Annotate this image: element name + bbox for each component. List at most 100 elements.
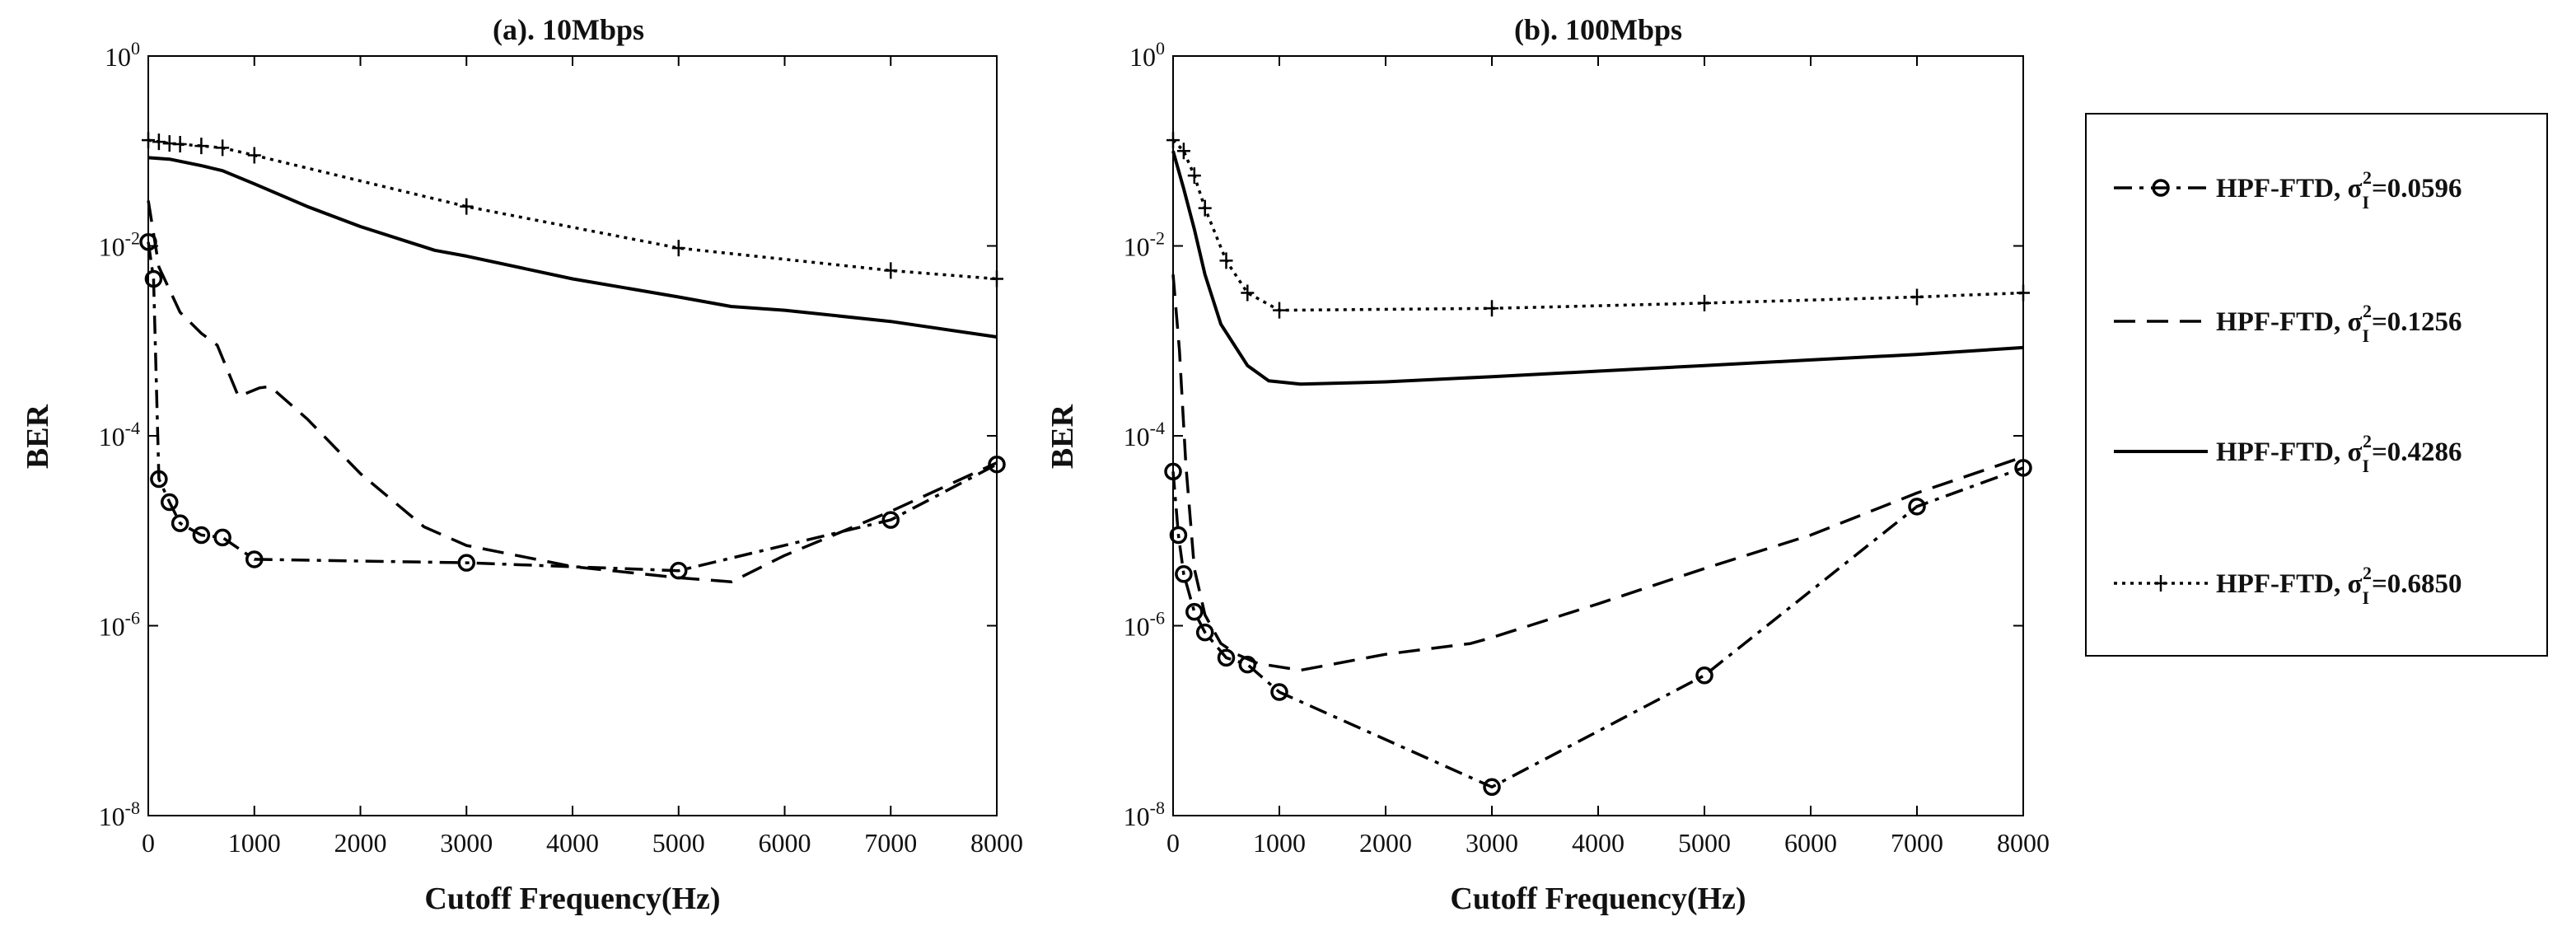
panel-a-chart: (a). 10Mbps 0 1000 2000 3000 4000 5000 6000 700… bbox=[21, 13, 1023, 916]
legend-label-superscript: 2 bbox=[2363, 563, 2372, 583]
series-line bbox=[147, 138, 998, 281]
circle-marker bbox=[150, 470, 168, 489]
plus-marker bbox=[990, 270, 1003, 288]
y-tick-label: 10-6 bbox=[1124, 608, 1165, 642]
legend-entry: HPF-FTD, σI 2=0.6850 bbox=[2114, 563, 2462, 608]
legend-label-superscript: 2 bbox=[2363, 301, 2372, 321]
y-tick-exponent: -2 bbox=[1150, 228, 1165, 249]
y-tick-base: 10 bbox=[1124, 802, 1150, 831]
series-dotted-plus bbox=[142, 132, 1003, 288]
x-tick-label: 6000 bbox=[759, 828, 811, 858]
y-tick-exponent: 0 bbox=[131, 38, 140, 58]
x-tick-label: 5000 bbox=[1678, 828, 1731, 858]
legend-label-prefix: HPF-FTD, σ bbox=[2216, 437, 2362, 467]
x-tick-label: 8000 bbox=[1997, 828, 2050, 858]
series-dashdot-circle bbox=[139, 232, 1006, 580]
y-tick-exponent: -2 bbox=[125, 228, 140, 249]
series-line bbox=[1171, 466, 2024, 789]
circle-marker bbox=[144, 269, 163, 288]
series-line bbox=[147, 200, 998, 583]
y-tick-base: 10 bbox=[99, 612, 125, 642]
y-tick-label: 10-2 bbox=[99, 228, 140, 262]
legend-circle-marker bbox=[2152, 179, 2170, 197]
legend-entry: HPF-FTD, σI 2=0.0596 bbox=[2114, 167, 2462, 213]
legend-label-subscript: I bbox=[2362, 192, 2369, 213]
y-tick-label: 10-2 bbox=[1124, 228, 1165, 262]
y-tick-base: 10 bbox=[1124, 422, 1150, 451]
circle-marker bbox=[1169, 526, 1188, 545]
x-tick-label: 0 bbox=[142, 828, 155, 858]
x-tick-label: 1000 bbox=[228, 828, 281, 858]
x-tick-label: 3000 bbox=[440, 828, 493, 858]
y-tick-exponent: -6 bbox=[1150, 608, 1165, 629]
panel-b-ticks: 0 1000 2000 3000 4000 5000 6000 7000 800010010-2… bbox=[1124, 38, 2050, 858]
y-tick-label: 10-8 bbox=[99, 797, 140, 831]
legend-label: HPF-FTD, σI 2=0.0596 bbox=[2216, 167, 2462, 213]
legend-label-subscript: I bbox=[2362, 456, 2369, 476]
legend-label-superscript: 2 bbox=[2363, 167, 2372, 188]
legend-plus-marker bbox=[2154, 575, 2167, 592]
y-tick-exponent: -8 bbox=[125, 797, 140, 818]
circle-marker bbox=[1238, 655, 1257, 674]
plus-marker bbox=[1910, 288, 1924, 306]
x-tick-label: 2000 bbox=[334, 828, 387, 858]
y-tick-exponent: -6 bbox=[125, 608, 140, 629]
panel-a-series bbox=[139, 132, 1006, 583]
x-tick-label: 0 bbox=[1166, 828, 1180, 858]
y-tick-label: 100 bbox=[1129, 38, 1165, 72]
x-tick-label: 7000 bbox=[864, 828, 917, 858]
plus-marker bbox=[247, 147, 261, 164]
y-tick-label: 10-4 bbox=[99, 418, 140, 451]
legend-label-prefix: HPF-FTD, σ bbox=[2216, 307, 2362, 337]
circle-marker bbox=[988, 455, 1006, 474]
panel-b-ylabel: BER bbox=[1045, 404, 1080, 469]
legend-box bbox=[2085, 113, 2548, 657]
circle-marker bbox=[1908, 498, 1926, 516]
y-tick-base: 10 bbox=[99, 802, 125, 831]
plus-marker bbox=[1241, 284, 1255, 302]
y-tick-base: 10 bbox=[99, 422, 125, 451]
legend-label-value: =0.4286 bbox=[2372, 437, 2462, 467]
plus-marker bbox=[194, 138, 208, 155]
legend-label: HPF-FTD, σI 2=0.1256 bbox=[2216, 301, 2462, 346]
plus-marker bbox=[1219, 252, 1233, 269]
legend-label-subscript: I bbox=[2362, 325, 2369, 346]
plus-marker bbox=[1198, 199, 1212, 217]
panel-a-axes-box bbox=[147, 55, 998, 816]
y-tick-base: 10 bbox=[1124, 232, 1150, 262]
plus-marker bbox=[460, 198, 474, 215]
panel-b-chart: (b). 100Mbps 0 1000 2000 3000 4000 5000 6000 70… bbox=[1045, 13, 2050, 916]
plus-marker bbox=[1166, 132, 1180, 149]
y-tick-base: 10 bbox=[105, 42, 131, 72]
y-tick-label: 10-4 bbox=[1124, 418, 1165, 451]
plus-marker bbox=[173, 135, 187, 152]
legend-entry: HPF-FTD, σI 2=0.1256 bbox=[2114, 301, 2462, 346]
panel-b-title: (b). 100Mbps bbox=[1514, 13, 1682, 46]
x-tick-label: 8000 bbox=[970, 828, 1023, 858]
plus-marker bbox=[884, 262, 898, 279]
series-dashdot-circle bbox=[1164, 459, 2032, 797]
legend-label-value: =0.1256 bbox=[2372, 307, 2462, 337]
plus-marker bbox=[216, 139, 230, 157]
series-line bbox=[147, 156, 998, 339]
panel-a-ticks: 0 1000 2000 3000 4000 5000 6000 7000 800010010-2… bbox=[99, 38, 1023, 858]
legend-entry: HPF-FTD, σI 2=0.4286 bbox=[2114, 431, 2462, 476]
legend-label-superscript: 2 bbox=[2363, 431, 2372, 451]
legend-label: HPF-FTD, σI 2=0.4286 bbox=[2216, 431, 2462, 476]
circle-marker bbox=[1164, 462, 1182, 481]
plus-marker bbox=[1273, 302, 1286, 319]
panel-b-xlabel: Cutoff Frequency(Hz) bbox=[1450, 882, 1746, 916]
circle-marker bbox=[1270, 683, 1288, 701]
x-tick-label: 7000 bbox=[1891, 828, 1943, 858]
circle-marker bbox=[1695, 666, 1713, 685]
y-tick-base: 10 bbox=[99, 232, 125, 262]
panel-a-ylabel: BER bbox=[21, 404, 55, 469]
circle-marker bbox=[192, 526, 211, 545]
panel-a-xlabel: Cutoff Frequency(Hz) bbox=[424, 882, 720, 916]
series-dashed bbox=[1171, 274, 2024, 672]
series-line bbox=[1171, 150, 2024, 386]
circle-marker bbox=[213, 528, 231, 547]
circle-marker bbox=[1185, 602, 1204, 621]
